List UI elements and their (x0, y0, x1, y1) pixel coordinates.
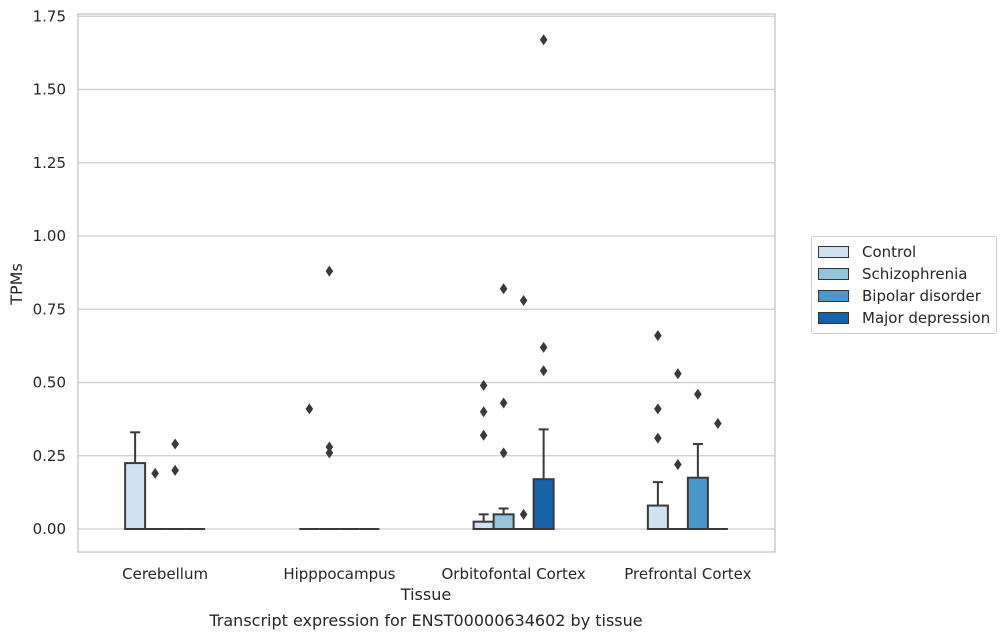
outlier-point (519, 508, 528, 520)
y-tick-label: 1.25 (33, 154, 66, 172)
box-body (124, 462, 147, 531)
outlier-point (479, 406, 488, 418)
outlier-point (499, 283, 508, 295)
outlier-point (305, 403, 314, 415)
plot-frame (77, 13, 776, 553)
legend-swatch (818, 246, 849, 258)
box-body (646, 504, 669, 530)
outlier-point (694, 388, 702, 400)
legend-swatch (818, 312, 849, 324)
outlier-point (151, 467, 159, 479)
outlier-point (325, 441, 334, 453)
outlier-point (325, 265, 334, 277)
outlier-point (171, 438, 179, 450)
outlier-point (479, 429, 488, 441)
outlier-point (654, 330, 662, 342)
y-tick-label: 0.50 (33, 374, 66, 392)
x-tick-label: Hipppocampus (283, 565, 395, 583)
box-body (532, 478, 555, 531)
box-schizophrenia (667, 368, 688, 530)
box-body (686, 476, 709, 531)
box-schizophrenia (145, 467, 166, 530)
legend-swatch (818, 268, 849, 280)
outlier-point (714, 418, 722, 430)
y-tick-label: 0.00 (33, 520, 66, 538)
outlier-point (325, 447, 334, 459)
legend-label: Bipolar disorder (862, 287, 981, 305)
box-bipolar-disorder (513, 294, 534, 530)
legend-swatch (818, 290, 849, 302)
box-control (299, 403, 320, 530)
outlier-point (539, 341, 548, 353)
y-axis-title: TPMs (7, 263, 26, 306)
outlier-point (674, 459, 682, 471)
outlier-point (171, 464, 179, 476)
box-series (124, 34, 728, 531)
legend-item: Schizophrenia (818, 263, 996, 285)
x-tick-label: Cerebellum (122, 565, 208, 583)
y-tick-label: 1.50 (33, 81, 66, 99)
outlier-point (519, 294, 528, 306)
legend-label: Major depression (862, 309, 991, 327)
box-bipolar-disorder (686, 388, 709, 531)
outlier-point (499, 397, 508, 409)
legend-label: Control (862, 243, 917, 261)
outlier-point (499, 447, 508, 459)
y-tick-label: 0.25 (33, 447, 66, 465)
y-tick-label: 1.75 (33, 7, 66, 25)
outlier-point (539, 365, 548, 377)
box-schizophrenia (492, 283, 515, 530)
y-tick-label: 1.00 (33, 227, 66, 245)
y-tick-labels: 0.00 0.25 0.50 0.75 1.00 1.25 1.50 1.75 (33, 7, 66, 538)
box-control (124, 431, 147, 531)
x-axis-title: Tissue (400, 585, 451, 604)
outlier-point (674, 368, 682, 380)
box-bipolar-disorder (165, 438, 186, 530)
chart-caption: Transcript expression for ENST0000063460… (208, 611, 642, 630)
legend: Control Schizophrenia Bipolar disorder Majo… (811, 236, 997, 334)
box-control (472, 379, 495, 530)
x-tick-label: Orbitofontal Cortex (442, 565, 586, 583)
plot-area-background (78, 14, 775, 552)
x-tick-label: Prefrontal Cortex (624, 565, 751, 583)
legend-label: Schizophrenia (862, 265, 968, 283)
legend-item: Major depression (818, 307, 996, 329)
box-major-depression (532, 34, 555, 531)
x-tick-labels: Cerebellum Hipppocampus Orbitofontal Corte… (122, 565, 751, 583)
outlier-point (539, 34, 548, 46)
legend-item: Bipolar disorder (818, 285, 996, 307)
outlier-point (654, 403, 662, 415)
box-schizophrenia (319, 265, 340, 530)
box-body (472, 520, 495, 530)
box-body (492, 513, 515, 530)
outlier-point (479, 379, 488, 391)
box-control (646, 330, 669, 530)
box-major-depression (707, 418, 728, 530)
legend-item: Control (818, 241, 996, 263)
outlier-point (654, 432, 662, 444)
y-tick-label: 0.75 (33, 300, 66, 318)
